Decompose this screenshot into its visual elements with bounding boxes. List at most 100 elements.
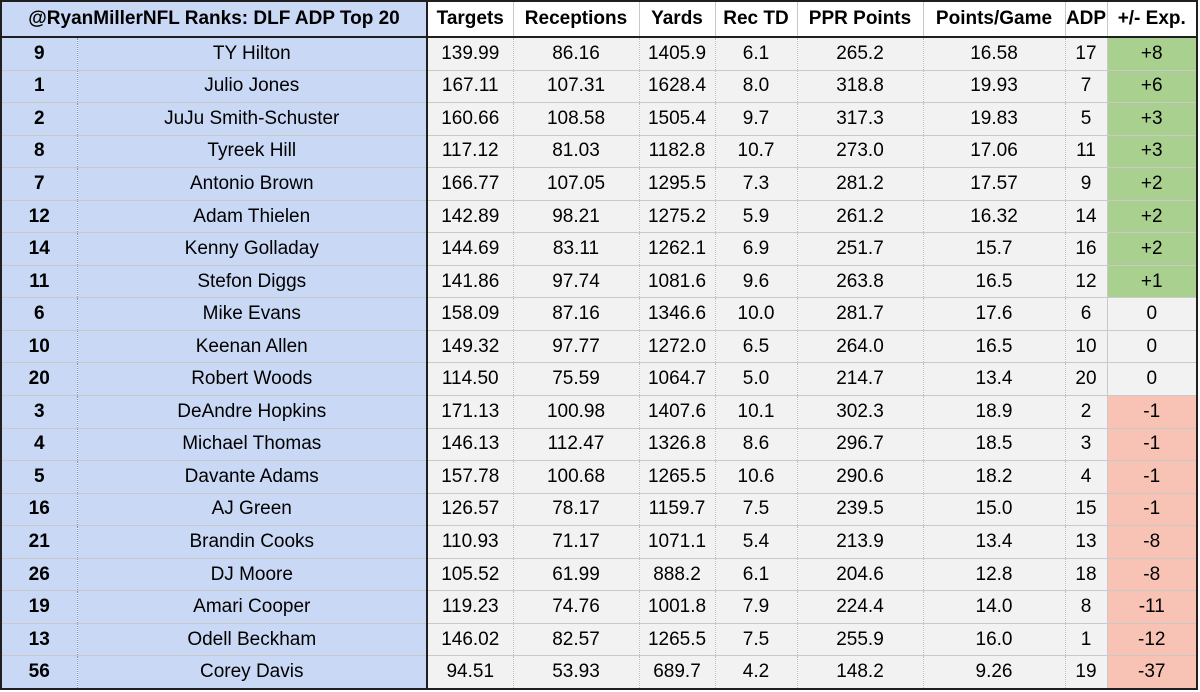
rank-cell: 14 xyxy=(0,232,78,266)
player-name-cell: Corey Davis xyxy=(76,655,428,691)
table-row: 2 JuJu Smith-Schuster 160.66 108.58 1505.4 9.… xyxy=(0,102,1198,136)
adp-cell: 20 xyxy=(1064,362,1108,397)
diff-cell: +3 xyxy=(1106,134,1198,169)
col-header-points-per-game: Points/Game xyxy=(922,0,1066,38)
table-row: 3 DeAndre Hopkins 171.13 100.98 1407.6 10.1 30… xyxy=(0,395,1198,429)
rec-td-cell: 8.6 xyxy=(714,427,798,462)
col-header-yards: Yards xyxy=(638,0,716,38)
receptions-cell: 83.11 xyxy=(512,232,640,266)
rank-cell: 4 xyxy=(0,427,78,462)
diff-cell: -1 xyxy=(1106,460,1198,494)
yards-cell: 1405.9 xyxy=(638,36,716,71)
diff-cell: 0 xyxy=(1106,329,1198,364)
diff-cell: 0 xyxy=(1106,297,1198,331)
receptions-cell: 74.76 xyxy=(512,590,640,624)
rec-td-cell: 4.2 xyxy=(714,655,798,691)
adp-cell: 1 xyxy=(1064,622,1108,657)
adp-cell: 8 xyxy=(1064,590,1108,624)
adp-cell: 19 xyxy=(1064,655,1108,691)
receptions-cell: 71.17 xyxy=(512,525,640,559)
diff-cell: -12 xyxy=(1106,622,1198,657)
adp-cell: 15 xyxy=(1064,492,1108,527)
targets-cell: 126.57 xyxy=(426,492,514,527)
points-per-game-cell: 16.5 xyxy=(922,329,1066,364)
diff-cell: +2 xyxy=(1106,232,1198,266)
rank-cell: 20 xyxy=(0,362,78,397)
receptions-cell: 107.05 xyxy=(512,167,640,201)
ppr-points-cell: 214.7 xyxy=(796,362,924,397)
rank-cell: 13 xyxy=(0,622,78,657)
targets-cell: 114.50 xyxy=(426,362,514,397)
rec-td-cell: 10.6 xyxy=(714,460,798,494)
rank-cell: 26 xyxy=(0,557,78,592)
rec-td-cell: 7.5 xyxy=(714,492,798,527)
yards-cell: 1262.1 xyxy=(638,232,716,266)
points-per-game-cell: 14.0 xyxy=(922,590,1066,624)
rank-cell: 56 xyxy=(0,655,78,691)
rank-cell: 9 xyxy=(0,36,78,71)
rec-td-cell: 7.3 xyxy=(714,167,798,201)
player-name-cell: Davante Adams xyxy=(76,460,428,494)
targets-cell: 94.51 xyxy=(426,655,514,691)
rec-td-cell: 9.6 xyxy=(714,264,798,299)
points-per-game-cell: 12.8 xyxy=(922,557,1066,592)
rank-cell: 2 xyxy=(0,102,78,136)
table-row: 10 Keenan Allen 149.32 97.77 1272.0 6.5 264.0 1… xyxy=(0,329,1198,364)
diff-cell: +6 xyxy=(1106,69,1198,104)
targets-cell: 146.02 xyxy=(426,622,514,657)
diff-cell: +8 xyxy=(1106,36,1198,71)
ppr-points-cell: 290.6 xyxy=(796,460,924,494)
rank-cell: 8 xyxy=(0,134,78,169)
yards-cell: 689.7 xyxy=(638,655,716,691)
targets-cell: 160.66 xyxy=(426,102,514,136)
points-per-game-cell: 19.83 xyxy=(922,102,1066,136)
adp-cell: 17 xyxy=(1064,36,1108,71)
targets-cell: 117.12 xyxy=(426,134,514,169)
targets-cell: 149.32 xyxy=(426,329,514,364)
targets-cell: 144.69 xyxy=(426,232,514,266)
points-per-game-cell: 15.0 xyxy=(922,492,1066,527)
rank-cell: 10 xyxy=(0,329,78,364)
adp-cell: 3 xyxy=(1064,427,1108,462)
ppr-points-cell: 273.0 xyxy=(796,134,924,169)
receptions-cell: 82.57 xyxy=(512,622,640,657)
adp-cell: 14 xyxy=(1064,199,1108,234)
player-name-cell: Tyreek Hill xyxy=(76,134,428,169)
points-per-game-cell: 13.4 xyxy=(922,362,1066,397)
table-title: @RyanMillerNFL Ranks: DLF ADP Top 20 xyxy=(0,0,428,38)
receptions-cell: 86.16 xyxy=(512,36,640,71)
diff-cell: +2 xyxy=(1106,167,1198,201)
yards-cell: 1159.7 xyxy=(638,492,716,527)
points-per-game-cell: 17.6 xyxy=(922,297,1066,331)
rank-cell: 1 xyxy=(0,69,78,104)
header-row: @RyanMillerNFL Ranks: DLF ADP Top 20 Tar… xyxy=(0,0,1198,38)
diff-cell: -1 xyxy=(1106,492,1198,527)
targets-cell: 105.52 xyxy=(426,557,514,592)
points-per-game-cell: 9.26 xyxy=(922,655,1066,691)
receptions-cell: 97.74 xyxy=(512,264,640,299)
targets-cell: 142.89 xyxy=(426,199,514,234)
col-header-rec-td: Rec TD xyxy=(714,0,798,38)
yards-cell: 1071.1 xyxy=(638,525,716,559)
rank-cell: 7 xyxy=(0,167,78,201)
player-name-cell: Odell Beckham xyxy=(76,622,428,657)
rec-td-cell: 9.7 xyxy=(714,102,798,136)
diff-cell: 0 xyxy=(1106,362,1198,397)
receptions-cell: 107.31 xyxy=(512,69,640,104)
ppr-points-cell: 255.9 xyxy=(796,622,924,657)
yards-cell: 888.2 xyxy=(638,557,716,592)
ppr-points-cell: 281.7 xyxy=(796,297,924,331)
ppr-points-cell: 251.7 xyxy=(796,232,924,266)
rec-td-cell: 7.5 xyxy=(714,622,798,657)
table-row: 56 Corey Davis 94.51 53.93 689.7 4.2 148.2 9.26… xyxy=(0,655,1198,691)
ppr-points-cell: 264.0 xyxy=(796,329,924,364)
targets-cell: 171.13 xyxy=(426,395,514,429)
player-name-cell: AJ Green xyxy=(76,492,428,527)
yards-cell: 1295.5 xyxy=(638,167,716,201)
table-row: 7 Antonio Brown 166.77 107.05 1295.5 7.3 281.2… xyxy=(0,167,1198,201)
rec-td-cell: 7.9 xyxy=(714,590,798,624)
adp-cell: 9 xyxy=(1064,167,1108,201)
diff-cell: -1 xyxy=(1106,395,1198,429)
yards-cell: 1326.8 xyxy=(638,427,716,462)
table-row: 8 Tyreek Hill 117.12 81.03 1182.8 10.7 273.0 17… xyxy=(0,134,1198,169)
